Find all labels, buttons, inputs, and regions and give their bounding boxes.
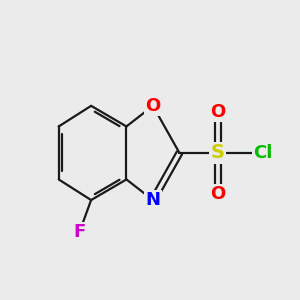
- Text: N: N: [146, 191, 160, 209]
- Text: F: F: [73, 224, 86, 242]
- Text: O: O: [210, 103, 225, 121]
- Text: O: O: [145, 97, 160, 115]
- Text: Cl: Cl: [253, 144, 272, 162]
- Text: O: O: [210, 185, 225, 203]
- Text: S: S: [211, 143, 225, 162]
